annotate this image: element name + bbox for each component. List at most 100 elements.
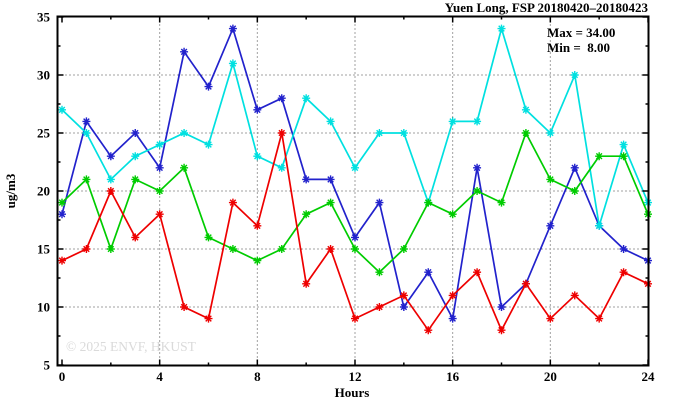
series-blue-point bbox=[326, 175, 335, 184]
series-blue-point bbox=[351, 233, 359, 242]
y-tick-label: 20 bbox=[37, 184, 50, 199]
series-cyan-point bbox=[58, 105, 66, 114]
series-blue-point bbox=[228, 24, 237, 33]
series-green-point bbox=[106, 245, 115, 253]
series-cyan-point bbox=[180, 129, 189, 137]
series-red-point bbox=[375, 303, 384, 311]
series-red-point bbox=[326, 245, 335, 253]
series-cyan-point bbox=[521, 105, 530, 114]
series-green-point bbox=[399, 245, 408, 253]
series-green-point bbox=[302, 210, 311, 219]
series-cyan-point bbox=[253, 152, 262, 161]
y-axis-label: ug/m3 bbox=[3, 173, 18, 208]
series-red-point bbox=[351, 314, 359, 323]
series-green-point bbox=[521, 129, 530, 137]
series-red-point bbox=[521, 279, 530, 288]
series-blue-point bbox=[424, 268, 433, 277]
series-blue-point bbox=[106, 152, 115, 161]
series-green-point bbox=[131, 175, 140, 184]
y-tick-label: 5 bbox=[44, 358, 51, 373]
series-cyan-point bbox=[375, 129, 384, 137]
series-blue-point bbox=[204, 82, 213, 91]
series-cyan-point bbox=[82, 129, 91, 137]
series-blue bbox=[58, 24, 652, 323]
series-red-point bbox=[302, 279, 311, 288]
series-green-point bbox=[595, 152, 604, 161]
series-cyan-point bbox=[204, 140, 213, 149]
y-tick-label: 10 bbox=[37, 300, 50, 315]
x-tick-label: 24 bbox=[642, 369, 656, 384]
series-green-point bbox=[619, 152, 628, 161]
x-tick-label: 4 bbox=[156, 369, 163, 384]
series-blue-point bbox=[58, 210, 66, 219]
series-red-point bbox=[106, 187, 115, 195]
y-tick-label: 30 bbox=[37, 68, 50, 83]
series-red-point bbox=[546, 314, 555, 323]
series-green-point bbox=[375, 268, 384, 277]
series-red-point bbox=[448, 291, 457, 300]
series-cyan-point bbox=[619, 140, 628, 149]
series-cyan-point bbox=[448, 117, 457, 126]
series-green-point bbox=[82, 175, 91, 184]
series-blue-point bbox=[180, 47, 189, 56]
legend-max-label: Max = 34.00 bbox=[547, 25, 615, 40]
watermark: © 2025 ENVF, HKUST bbox=[66, 339, 197, 354]
series-blue-point bbox=[155, 163, 164, 172]
series-green-point bbox=[448, 210, 457, 219]
series-red-point bbox=[180, 303, 189, 311]
series-blue-point bbox=[399, 303, 408, 311]
series-red-point bbox=[253, 221, 262, 230]
series-green-point bbox=[204, 233, 213, 242]
series-green-point bbox=[570, 187, 579, 195]
series-red-point bbox=[58, 256, 66, 265]
series-green-point bbox=[424, 198, 433, 207]
series-cyan-point bbox=[351, 163, 359, 172]
series-blue-point bbox=[131, 129, 140, 137]
y-tick-label: 25 bbox=[37, 126, 51, 141]
series-green-point bbox=[473, 187, 482, 195]
series-cyan-point bbox=[131, 152, 140, 161]
axis-tick-labels: 0 4 8 12 16 20 24 5 10 15 20 25 30 35 bbox=[37, 10, 655, 385]
series-cyan-point bbox=[595, 221, 604, 230]
series-red-point bbox=[155, 210, 164, 219]
x-tick-label: 0 bbox=[59, 369, 66, 384]
series-cyan-point bbox=[497, 24, 506, 33]
series-red-point bbox=[497, 326, 506, 335]
series-red-point bbox=[595, 314, 604, 323]
series-green-point bbox=[228, 245, 237, 253]
series-cyan-point bbox=[277, 163, 286, 172]
series-cyan-point bbox=[155, 140, 164, 149]
series-red-point bbox=[277, 129, 286, 137]
series-green-point bbox=[277, 245, 286, 253]
series-green-point bbox=[253, 256, 262, 265]
series-green-point bbox=[58, 198, 66, 207]
series-green-point bbox=[180, 163, 189, 172]
series-blue-point bbox=[473, 163, 482, 172]
series-blue-point bbox=[546, 221, 555, 230]
series-cyan bbox=[58, 24, 652, 230]
x-tick-label: 20 bbox=[544, 369, 557, 384]
series-cyan-point bbox=[228, 59, 237, 68]
series-blue-point bbox=[619, 245, 628, 253]
series-red-point bbox=[473, 268, 482, 277]
series-cyan-point bbox=[326, 117, 335, 126]
series-green-point bbox=[497, 198, 506, 207]
x-tick-label: 12 bbox=[349, 369, 362, 384]
series-blue-point bbox=[302, 175, 311, 184]
series-blue-point bbox=[570, 163, 579, 172]
chart-title: Yuen Long, FSP 20180420–20180423 bbox=[445, 0, 649, 15]
plot-border bbox=[56, 15, 650, 367]
y-tick-label: 35 bbox=[37, 10, 51, 25]
series-red-point bbox=[131, 233, 140, 242]
series-layer bbox=[58, 24, 652, 335]
series-red-point bbox=[619, 268, 628, 277]
series-red bbox=[58, 129, 652, 335]
series-green-point bbox=[546, 175, 555, 184]
series-red-point bbox=[204, 314, 213, 323]
series-cyan-line bbox=[61, 25, 649, 227]
series-red-point bbox=[570, 291, 579, 300]
series-cyan-point bbox=[106, 175, 115, 184]
y-tick-label: 15 bbox=[37, 242, 51, 257]
